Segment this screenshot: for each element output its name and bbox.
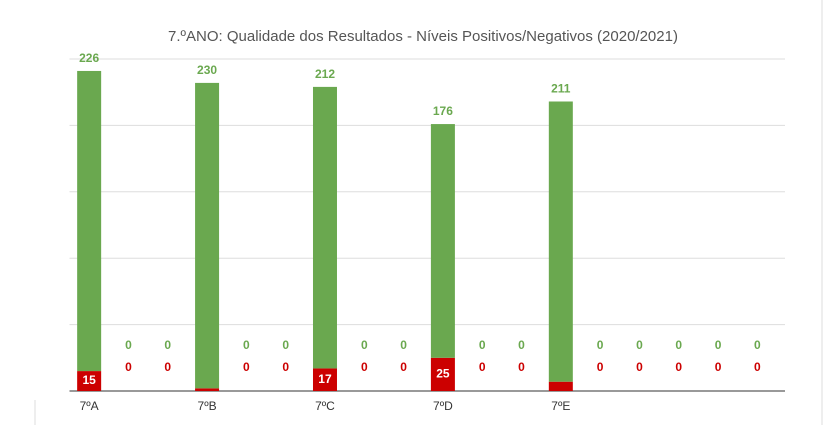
data-label: 0 (754, 338, 761, 352)
data-label: 0 (282, 360, 289, 374)
data-label: 0 (243, 360, 250, 374)
x-tick-label: 7ºC (315, 399, 335, 413)
chart-title: 7.ºANO: Qualidade dos Resultados - Nívei… (168, 28, 678, 45)
bar-segment (548, 381, 573, 391)
x-tick-label: 7ºE (551, 399, 570, 413)
data-label: 0 (164, 338, 171, 352)
data-label: 226 (79, 51, 99, 65)
data-label: 0 (636, 338, 643, 352)
data-label: 0 (597, 360, 604, 374)
data-label: 0 (597, 338, 604, 352)
data-label: 176 (433, 104, 453, 118)
bar-segment (548, 101, 573, 382)
bar-segment (195, 82, 220, 389)
data-label: 0 (479, 360, 486, 374)
data-label: 0 (675, 360, 682, 374)
data-label: 0 (361, 360, 368, 374)
data-label: 0 (125, 360, 132, 374)
data-label: 0 (715, 360, 722, 374)
data-label: 0 (636, 360, 643, 374)
bar-segment (312, 368, 337, 391)
data-label: 0 (164, 360, 171, 374)
bar-segment (77, 371, 102, 391)
bar-segment (312, 86, 337, 369)
data-label: 0 (754, 360, 761, 374)
data-label: 0 (282, 338, 289, 352)
data-label: 0 (243, 338, 250, 352)
data-label: 0 (518, 338, 525, 352)
x-tick-label: 7ºB (198, 399, 217, 413)
data-label: 212 (315, 67, 335, 81)
data-label: 211 (551, 82, 571, 96)
bar-segment (430, 357, 455, 391)
x-tick-label: 7ºD (433, 399, 453, 413)
data-label: 230 (197, 63, 217, 77)
bar-segment (430, 124, 455, 358)
data-label: 0 (400, 338, 407, 352)
x-tick-label: 7ºA (80, 399, 99, 413)
data-label: 15 (82, 373, 96, 387)
data-label: 25 (436, 367, 450, 381)
data-label: 0 (518, 360, 525, 374)
bar-segment (195, 388, 220, 391)
data-label: 0 (361, 338, 368, 352)
data-label: 0 (400, 360, 407, 374)
data-label: 0 (479, 338, 486, 352)
data-label: 0 (125, 338, 132, 352)
bar-segment (77, 70, 102, 372)
data-label: 0 (675, 338, 682, 352)
data-label: 0 (715, 338, 722, 352)
data-label: 17 (318, 372, 332, 386)
